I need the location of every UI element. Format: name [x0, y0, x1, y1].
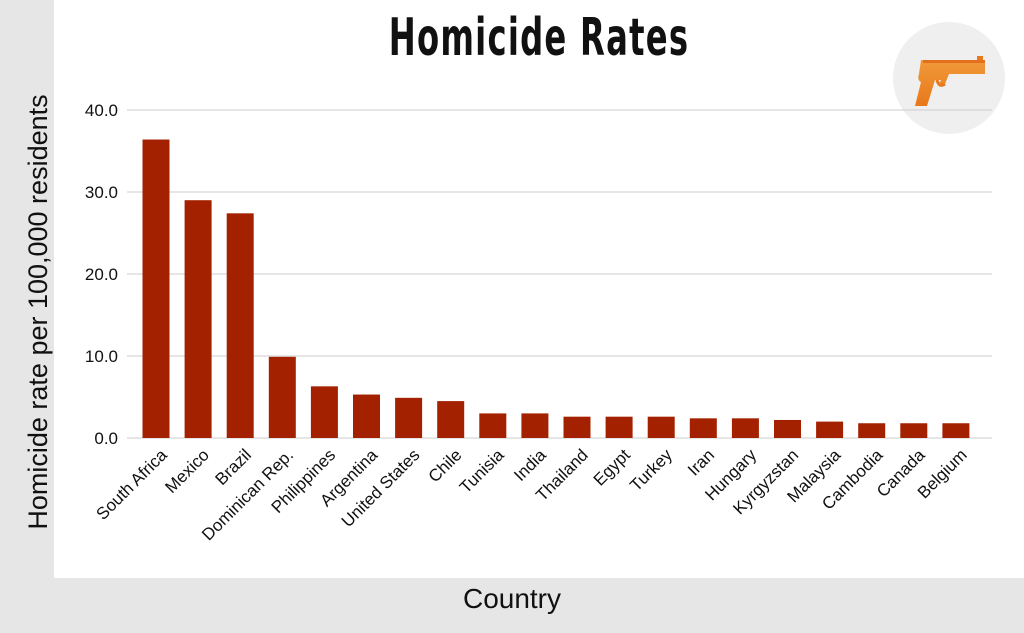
y-tick-label: 10.0 — [85, 347, 118, 366]
x-axis-label: Country — [462, 583, 562, 614]
bar — [647, 416, 675, 438]
bar — [774, 419, 801, 438]
y-tick-label: 40.0 — [85, 101, 118, 120]
bar — [226, 213, 254, 438]
bar — [900, 423, 928, 438]
bar — [942, 423, 970, 438]
bar — [395, 397, 423, 438]
bar — [563, 416, 591, 438]
bar — [858, 423, 886, 438]
y-tick-label: 0.0 — [94, 429, 118, 448]
chart-title: Homicide Rates — [388, 8, 690, 68]
x-tick-label: Iran — [684, 445, 718, 479]
bar — [310, 386, 338, 438]
x-tick-label: Mexico — [161, 445, 213, 497]
pistol-icon — [915, 56, 985, 106]
bar — [184, 200, 212, 438]
bar — [731, 418, 759, 438]
icon-badge — [893, 22, 1005, 134]
x-tick-label: Tunisia — [456, 445, 508, 497]
bar — [268, 356, 296, 438]
y-tick-label: 30.0 — [85, 183, 118, 202]
y-tick-label: 20.0 — [85, 265, 118, 284]
bar — [605, 416, 633, 438]
x-tick-label: Turkey — [626, 445, 676, 495]
x-tick-label: South Africa — [93, 445, 172, 524]
bar — [816, 421, 844, 438]
bar — [437, 401, 465, 438]
bar — [142, 139, 170, 438]
bar — [479, 413, 507, 438]
bar — [521, 413, 549, 438]
bar — [689, 418, 717, 438]
chart-panel — [54, 0, 1024, 578]
bar — [353, 394, 380, 438]
